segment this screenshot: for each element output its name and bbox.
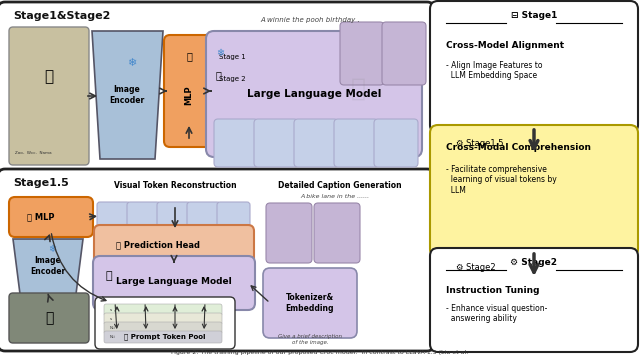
Text: Cross-Model Alignment: Cross-Model Alignment xyxy=(446,41,564,50)
Text: Detailed Caption Generation: Detailed Caption Generation xyxy=(278,181,402,190)
Text: ❄: ❄ xyxy=(216,48,224,58)
Text: Stage1.5: Stage1.5 xyxy=(13,178,68,188)
Text: ⚙ Stage2: ⚙ Stage2 xyxy=(511,258,557,267)
Text: ⚙ Stage1.5: ⚙ Stage1.5 xyxy=(456,139,504,148)
Text: - Enhance visual question-
  answering ability: - Enhance visual question- answering abi… xyxy=(446,304,547,323)
Text: Cross-Modal Comprehension: Cross-Modal Comprehension xyxy=(446,143,591,152)
Text: Stage 2: Stage 2 xyxy=(219,76,246,82)
FancyBboxPatch shape xyxy=(104,322,222,334)
Text: Instruction Tuning: Instruction Tuning xyxy=(446,286,540,295)
FancyBboxPatch shape xyxy=(160,309,190,335)
Text: ⚙ Stage2: ⚙ Stage2 xyxy=(456,262,495,271)
FancyBboxPatch shape xyxy=(334,119,378,167)
FancyBboxPatch shape xyxy=(164,35,214,147)
Text: Image
Encoder: Image Encoder xyxy=(109,85,145,105)
FancyBboxPatch shape xyxy=(95,297,235,349)
Text: ❄: ❄ xyxy=(48,244,56,254)
Text: 🔥: 🔥 xyxy=(186,51,192,61)
Text: 🔥 Prediction Head: 🔥 Prediction Head xyxy=(116,241,200,250)
FancyBboxPatch shape xyxy=(9,293,89,343)
FancyBboxPatch shape xyxy=(430,1,638,133)
Polygon shape xyxy=(92,31,163,159)
Text: Stage1&Stage2: Stage1&Stage2 xyxy=(13,11,110,21)
Text: Large Language Model: Large Language Model xyxy=(116,276,232,285)
FancyBboxPatch shape xyxy=(157,202,190,230)
FancyBboxPatch shape xyxy=(340,22,384,85)
Text: Figure 2: The training pipeline of our proposed Croc model.  In contrast to LLaV: Figure 2: The training pipeline of our p… xyxy=(172,350,468,355)
FancyBboxPatch shape xyxy=(9,197,93,237)
FancyBboxPatch shape xyxy=(189,309,219,335)
Text: ❄: ❄ xyxy=(127,58,137,68)
FancyBboxPatch shape xyxy=(127,202,160,230)
FancyBboxPatch shape xyxy=(430,248,638,352)
Text: ⊟ Stage1: ⊟ Stage1 xyxy=(511,11,557,20)
FancyBboxPatch shape xyxy=(102,309,132,335)
FancyBboxPatch shape xyxy=(430,125,638,257)
FancyBboxPatch shape xyxy=(93,256,255,310)
FancyBboxPatch shape xyxy=(217,202,250,230)
FancyBboxPatch shape xyxy=(374,119,418,167)
Text: 🚲: 🚲 xyxy=(45,311,53,325)
Text: N-i: N-i xyxy=(110,326,116,330)
Text: MLP: MLP xyxy=(184,85,193,105)
Text: 🔥: 🔥 xyxy=(216,70,222,80)
Text: Zoo-  Wcc-  Nama: Zoo- Wcc- Nama xyxy=(15,151,52,155)
Text: - Align Image Features to
  LLM Embedding Space: - Align Image Features to LLM Embedding … xyxy=(446,61,543,80)
Text: A winnie the pooh birthday .: A winnie the pooh birthday . xyxy=(260,17,360,23)
FancyBboxPatch shape xyxy=(94,225,254,265)
Text: Tokenizer&
Embedding: Tokenizer& Embedding xyxy=(285,293,334,313)
Text: Stage 1: Stage 1 xyxy=(219,54,246,60)
FancyBboxPatch shape xyxy=(131,309,161,335)
FancyBboxPatch shape xyxy=(0,169,434,351)
Text: Image
Encoder: Image Encoder xyxy=(30,256,66,276)
Text: Large Language Model: Large Language Model xyxy=(247,89,381,99)
Text: A bike lane in the ......: A bike lane in the ...... xyxy=(300,194,369,199)
FancyBboxPatch shape xyxy=(104,313,222,325)
FancyBboxPatch shape xyxy=(266,203,312,263)
Text: 🔥 Prompt Token Pool: 🔥 Prompt Token Pool xyxy=(124,334,205,340)
FancyBboxPatch shape xyxy=(382,22,426,85)
FancyBboxPatch shape xyxy=(206,31,422,157)
FancyBboxPatch shape xyxy=(104,331,222,343)
FancyBboxPatch shape xyxy=(294,119,338,167)
FancyBboxPatch shape xyxy=(254,119,298,167)
FancyBboxPatch shape xyxy=(314,203,360,263)
Text: 🍽: 🍽 xyxy=(44,69,54,84)
Text: 🔥 MLP: 🔥 MLP xyxy=(27,213,54,222)
FancyBboxPatch shape xyxy=(9,27,89,165)
FancyBboxPatch shape xyxy=(0,2,434,178)
Text: - Facilitate comprehensive
  learning of visual tokens by
  LLM: - Facilitate comprehensive learning of v… xyxy=(446,165,557,195)
Text: N-i: N-i xyxy=(110,335,116,339)
FancyBboxPatch shape xyxy=(187,202,220,230)
Text: Give a brief description
of the image.: Give a brief description of the image. xyxy=(278,334,342,345)
FancyBboxPatch shape xyxy=(214,119,258,167)
Text: 𝕷: 𝕷 xyxy=(351,76,365,101)
Text: Visual Token Reconstruction: Visual Token Reconstruction xyxy=(114,181,236,190)
Text: 🔥: 🔥 xyxy=(105,271,111,281)
FancyBboxPatch shape xyxy=(97,202,130,230)
Text: s: s xyxy=(110,308,112,312)
FancyBboxPatch shape xyxy=(263,268,357,338)
FancyBboxPatch shape xyxy=(104,304,222,316)
Polygon shape xyxy=(13,239,83,294)
Text: s: s xyxy=(110,317,112,321)
